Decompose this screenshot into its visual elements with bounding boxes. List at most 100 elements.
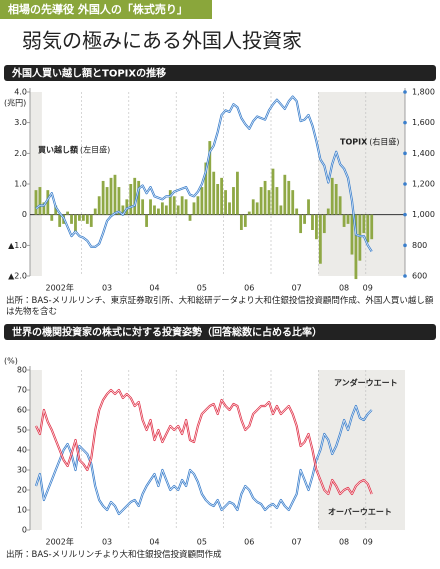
y-tick-label: 40 (17, 446, 27, 455)
bar (180, 196, 184, 215)
bar (101, 180, 105, 215)
x-tick-label: 2002年 (45, 537, 73, 547)
tick-mark (403, 90, 407, 94)
bar (366, 214, 370, 243)
x-tick-label: 08 (339, 284, 349, 293)
bar (113, 174, 117, 215)
bar (160, 202, 164, 215)
bar (66, 211, 69, 215)
tag-bg (0, 0, 212, 19)
line-highlight (35, 96, 372, 252)
tick-mark (403, 120, 407, 125)
legend-note: (右目盛) (369, 137, 399, 147)
bar (228, 202, 231, 215)
bar (220, 177, 224, 215)
bar (291, 190, 295, 215)
y-tick-label: 20 (17, 486, 27, 495)
bar (149, 199, 152, 215)
bar (287, 180, 291, 215)
bar (334, 184, 338, 215)
y-tick-label: 4.0 (14, 88, 27, 97)
bar (125, 199, 129, 215)
chart-title-bg (4, 324, 436, 340)
x-tick-label: 05 (197, 284, 207, 293)
bar (303, 214, 306, 224)
bar (109, 177, 113, 215)
bar (97, 196, 101, 215)
y-tick-label: 80 (17, 366, 27, 375)
chart-title: 世界の機関投資家の株式に対する投資姿勢（回答総数に占める比率） (12, 326, 322, 339)
bar (322, 214, 326, 234)
y-tick-label: 60 (17, 406, 27, 415)
bar (318, 214, 322, 264)
y-tick-label: 2.0 (14, 149, 27, 158)
bar (200, 187, 204, 215)
bar (117, 187, 121, 215)
y2-tick-label: 1,400 (412, 149, 435, 158)
bar (46, 190, 50, 215)
tick-mark (403, 212, 407, 217)
x-tick-label: 03 (102, 538, 112, 547)
bar (279, 205, 283, 215)
bar (275, 187, 279, 215)
legend-label: 買い越し額 (38, 145, 79, 155)
x-tick-label: 09 (363, 538, 373, 547)
bar (105, 187, 109, 215)
y-tick-label: 0 (22, 210, 27, 219)
y-tick-label: 10 (17, 506, 27, 515)
source: 出所：BAS-メリルリンチより大和住銀投信投資顧問作成 (6, 550, 222, 560)
bar (342, 214, 346, 227)
y2-tick-label: 1,600 (412, 118, 435, 127)
bar (78, 214, 81, 221)
bar (38, 187, 42, 215)
x-tick-label: 07 (292, 284, 302, 293)
bar (129, 184, 133, 215)
legend-label: オーバーウエート (328, 508, 392, 517)
shade (30, 92, 42, 276)
bar (184, 199, 188, 215)
bar (121, 205, 125, 215)
x-tick-label: 03 (102, 284, 112, 293)
legend-note: (左目盛) (80, 145, 110, 155)
bar (70, 214, 73, 224)
bar (350, 214, 354, 255)
x-tick-label: 06 (244, 284, 254, 293)
bar (239, 214, 243, 230)
bar (204, 162, 208, 215)
bar (251, 199, 255, 215)
bar (224, 190, 227, 215)
bar (283, 174, 287, 215)
y2-tick-label: 600 (412, 272, 427, 281)
bar (295, 208, 299, 215)
bar (54, 205, 58, 215)
chart-title-bg (4, 65, 436, 81)
y-tick-label: ▲2.0 (8, 272, 27, 281)
tick-mark (403, 243, 407, 248)
x-tick-label: 09 (363, 284, 373, 293)
bar (212, 171, 216, 215)
bar (58, 214, 62, 227)
bar (188, 214, 192, 221)
y-tick-label: 50 (17, 426, 27, 435)
x-tick-label: 07 (292, 538, 302, 547)
x-tick-label: 04 (149, 284, 159, 293)
y-tick-label: 1.0 (14, 180, 27, 189)
shade (318, 370, 405, 530)
bar (354, 214, 358, 280)
bar (236, 171, 239, 215)
legend-label: アンダーウエート (334, 378, 398, 388)
y2-tick-label: 1,000 (412, 210, 435, 219)
x-tick-label: 2002年 (45, 283, 73, 293)
bar (267, 190, 271, 215)
y2-tick-label: 800 (412, 241, 427, 250)
x-tick-label: 06 (244, 538, 254, 547)
bar (311, 214, 314, 230)
y2-tick-label: 1,200 (412, 180, 435, 189)
bar (208, 141, 212, 215)
line-highlight (35, 389, 372, 495)
y-unit: (%) (4, 357, 18, 366)
bar (89, 214, 93, 227)
bar (141, 199, 145, 215)
tick-mark (403, 182, 407, 186)
